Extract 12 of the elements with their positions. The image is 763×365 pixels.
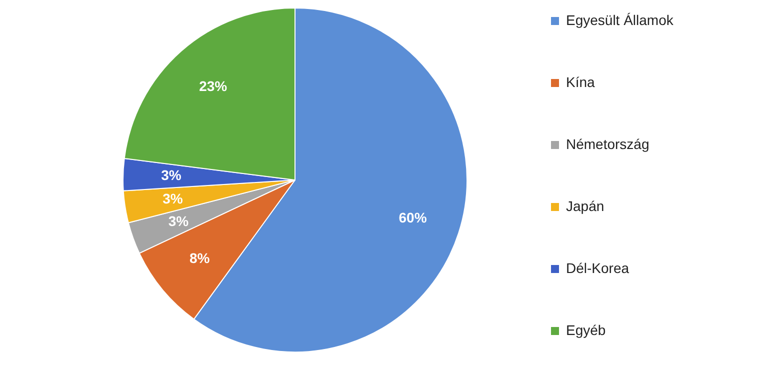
- data-label: 3%: [168, 212, 190, 229]
- data-label: 60%: [398, 209, 428, 226]
- legend-label: Egyesült Államok: [566, 12, 674, 28]
- data-label: 23%: [199, 78, 228, 94]
- legend-label: Japán: [566, 198, 604, 214]
- legend-label: Németország: [566, 136, 650, 152]
- legend-label: Kína: [566, 74, 596, 90]
- data-label: 8%: [189, 250, 210, 266]
- data-label: 3%: [162, 190, 184, 206]
- data-label: 3%: [161, 167, 182, 184]
- legend-label: Egyéb: [566, 322, 606, 338]
- legend-label: Dél-Korea: [566, 260, 630, 276]
